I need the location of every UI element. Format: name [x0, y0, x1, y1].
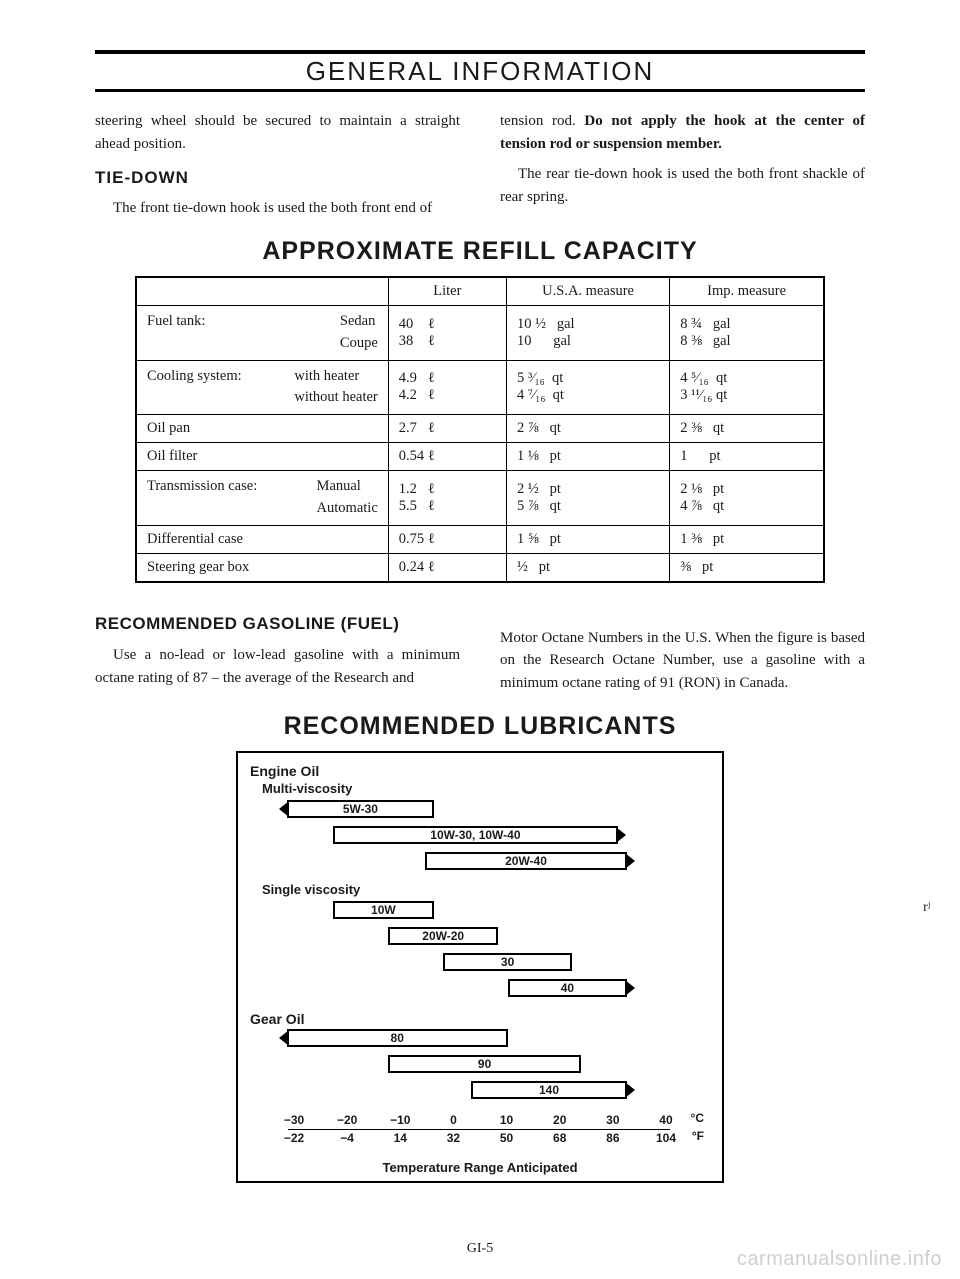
table-row: Fuel tank:SedanCoupe 40 ℓ38 ℓ 10 ½ gal10…	[136, 306, 824, 361]
intro-para-right-1: tension rod. Do not apply the hook at th…	[500, 110, 865, 155]
watermark: carmanualsonline.info	[737, 1248, 942, 1271]
scale-tick: 14	[386, 1131, 414, 1145]
viscosity-bar: 30	[443, 953, 572, 971]
th-imp: Imp. measure	[670, 277, 824, 306]
unit-celsius: °C	[691, 1111, 704, 1125]
viscosity-bar-row: 40	[250, 979, 710, 1003]
viscosity-bar-row: 20W-40	[250, 852, 710, 876]
viscosity-bar-row: 10W-30, 10W-40	[250, 826, 710, 850]
viscosity-bar: 80	[287, 1029, 508, 1047]
gasoline-right: Motor Octane Numbers in the U.S. When th…	[500, 597, 865, 703]
bars-single: 10W 20W-20 30 40	[250, 901, 710, 1003]
viscosity-bar-row: 140	[250, 1081, 710, 1105]
temperature-scale: −30 −20 −10 0 10 20 30 40 °C −22 −4 14 32 50 68 86 104…	[250, 1113, 710, 1173]
viscosity-bar-row: 5W-30	[250, 800, 710, 824]
viscosity-bar: 10W-30, 10W-40	[333, 826, 618, 844]
table-header-row: Liter U.S.A. measure Imp. measure	[136, 277, 824, 306]
multi-viscosity-label: Multi-viscosity	[262, 781, 710, 796]
viscosity-bar-row: 90	[250, 1055, 710, 1079]
scale-tick: 68	[546, 1131, 574, 1145]
scale-tick: 10	[493, 1113, 521, 1127]
viscosity-bar-row: 10W	[250, 901, 710, 925]
intro-para-right-2: The rear tie-down hook is used the both …	[500, 163, 865, 208]
gasoline-left: RECOMMENDED GASOLINE (FUEL) Use a no-lea…	[95, 597, 460, 703]
gasoline-heading: RECOMMENDED GASOLINE (FUEL)	[95, 611, 460, 637]
scale-tick: 50	[493, 1131, 521, 1145]
section-title-lubricants: RECOMMENDED LUBRICANTS	[95, 712, 865, 741]
viscosity-bar: 5W-30	[287, 800, 434, 818]
scale-tick: 30	[599, 1113, 627, 1127]
viscosity-bar: 10W	[333, 901, 434, 919]
table-row: Oil filter 0.54 ℓ 1 ⅛ pt 1 pt	[136, 443, 824, 471]
rule-top	[95, 50, 865, 54]
section-title-capacity: APPROXIMATE REFILL CAPACITY	[95, 237, 865, 266]
intro-para-left: steering wheel should be secured to main…	[95, 110, 460, 155]
intro-left: steering wheel should be secured to main…	[95, 110, 460, 227]
capacity-table: Liter U.S.A. measure Imp. measure Fuel t…	[135, 276, 825, 583]
gasoline-para-left: Use a no-lead or low-lead gasoline with …	[95, 644, 460, 689]
lubricant-chart: Engine Oil Multi-viscosity 5W-30 10W-30, …	[236, 751, 724, 1183]
engine-oil-title: Engine Oil	[250, 763, 710, 779]
th-liter: Liter	[388, 277, 506, 306]
gasoline-columns: RECOMMENDED GASOLINE (FUEL) Use a no-lea…	[95, 597, 865, 703]
page-title: GENERAL INFORMATION	[95, 56, 865, 87]
table-row: Differential case 0.75 ℓ 1 ⅝ pt 1 ⅜ pt	[136, 525, 824, 553]
table-row: Cooling system:with heaterwithout heater…	[136, 360, 824, 415]
intro-right: tension rod. Do not apply the hook at th…	[500, 110, 865, 227]
stray-mark: rʲ	[923, 900, 930, 916]
viscosity-bar-row: 80	[250, 1029, 710, 1053]
table-row: Transmission case:ManualAutomatic 1.2 ℓ5…	[136, 471, 824, 526]
scale-fahrenheit: −22 −4 14 32 50 68 86 104	[280, 1131, 680, 1145]
th-us: U.S.A. measure	[506, 277, 669, 306]
viscosity-bar: 20W-40	[425, 852, 627, 870]
scale-tick: 0	[439, 1113, 467, 1127]
scale-caption: Temperature Range Anticipated	[250, 1160, 710, 1175]
scale-tick: −10	[386, 1113, 414, 1127]
scale-tick: 20	[546, 1113, 574, 1127]
scale-divider	[288, 1129, 670, 1130]
tiedown-para-left: The front tie-down hook is used the both…	[95, 197, 460, 220]
single-viscosity-label: Single viscosity	[262, 882, 710, 897]
viscosity-bar-row: 20W-20	[250, 927, 710, 951]
scale-tick: −22	[280, 1131, 308, 1145]
scale-tick: −4	[333, 1131, 361, 1145]
viscosity-bar: 140	[471, 1081, 627, 1099]
unit-fahrenheit: °F	[692, 1129, 704, 1143]
table-row: Oil pan 2.7 ℓ 2 ⅞ qt 2 ⅜ qt	[136, 415, 824, 443]
page: GENERAL INFORMATION steering wheel shoul…	[0, 0, 960, 1279]
scale-tick: −20	[333, 1113, 361, 1127]
scale-tick: 86	[599, 1131, 627, 1145]
viscosity-bar: 40	[508, 979, 628, 997]
rule-bottom	[95, 89, 865, 92]
intro-columns: steering wheel should be secured to main…	[95, 110, 865, 227]
scale-celsius: −30 −20 −10 0 10 20 30 40	[280, 1113, 680, 1127]
th-blank	[136, 277, 388, 306]
bars-gear: 80 90 140	[250, 1029, 710, 1105]
table-row: Steering gear box 0.24 ℓ ½ pt ⅜ pt	[136, 553, 824, 582]
scale-tick: 104	[652, 1131, 680, 1145]
viscosity-bar: 90	[388, 1055, 581, 1073]
gasoline-para-right: Motor Octane Numbers in the U.S. When th…	[500, 627, 865, 695]
gear-oil-title: Gear Oil	[250, 1011, 710, 1027]
scale-tick: −30	[280, 1113, 308, 1127]
bars-multi: 5W-30 10W-30, 10W-40 20W-40	[250, 800, 710, 876]
scale-tick: 40	[652, 1113, 680, 1127]
scale-tick: 32	[439, 1131, 467, 1145]
tiedown-heading: TIE-DOWN	[95, 165, 460, 191]
viscosity-bar-row: 30	[250, 953, 710, 977]
viscosity-bar: 20W-20	[388, 927, 498, 945]
